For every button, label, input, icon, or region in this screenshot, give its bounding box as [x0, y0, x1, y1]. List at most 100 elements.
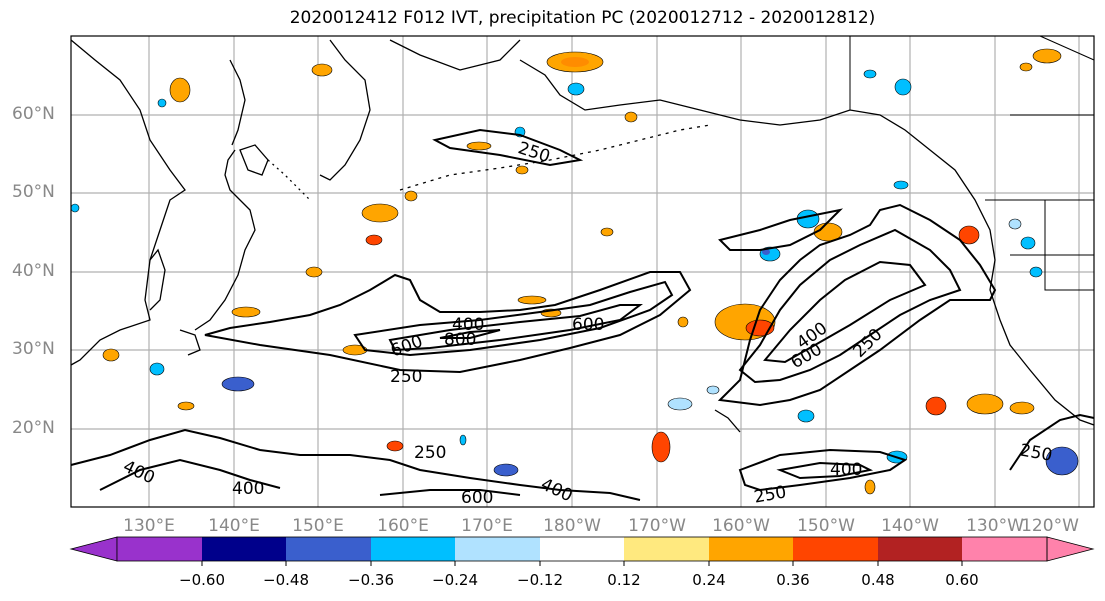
precip-blob: [361, 203, 399, 223]
japan-kyushu: [179, 329, 201, 356]
precip-blob: [459, 434, 467, 446]
precip-blob: [102, 348, 120, 362]
ivt-contour-250-main: [204, 271, 692, 374]
lat-label: 60°N: [12, 104, 55, 124]
ivt-contour-400-main: [353, 280, 674, 357]
colorbar-tick-label: −0.60: [179, 571, 225, 589]
precip-blob: [925, 396, 947, 416]
precip-blob: [677, 316, 689, 328]
precip-blob: [305, 266, 323, 278]
colorbar-tick-label: 0.24: [692, 571, 726, 589]
precip-blob: [624, 111, 638, 123]
lat-label: 20°N: [12, 418, 55, 438]
colorbar-outline: [116, 536, 1048, 562]
precip-blob: [893, 180, 909, 190]
hawaii: [714, 409, 741, 433]
ivt-contours: [70, 128, 1095, 501]
precip-blob: [567, 82, 585, 96]
precip-blob: [706, 385, 720, 395]
colorbar-bin: [793, 537, 878, 561]
ivt-contour-600-east: [763, 260, 927, 364]
precip-blob: [70, 203, 80, 213]
precip-blob: [667, 397, 693, 411]
colorbar-bin: [624, 537, 709, 561]
precip-blob: [493, 463, 519, 477]
colorbar-bin: [709, 537, 793, 561]
precip-blob: [311, 63, 333, 77]
precip-blob: [864, 479, 876, 495]
precip-blob: [1019, 62, 1033, 72]
asia-coast: [70, 39, 186, 366]
colorbar-bin: [540, 537, 624, 561]
contour-label: 400: [830, 460, 862, 480]
alaska-coast: [519, 59, 1095, 426]
precip-blob: [404, 190, 418, 202]
contour-label: 800: [444, 330, 476, 350]
precip-blob: [796, 209, 820, 229]
contour-label: 250: [390, 367, 422, 387]
precip-blob: [863, 69, 877, 79]
precip-blob: [1029, 266, 1043, 278]
precip-blob: [517, 295, 547, 305]
colorbar-tick-label: −0.12: [517, 571, 563, 589]
precip-blob: [966, 393, 1004, 415]
lon-label: 140°E: [208, 516, 260, 536]
precip-blob: [762, 249, 770, 255]
lon-label: 130°E: [123, 516, 175, 536]
lon-label: 170°W: [628, 516, 686, 536]
lon-label: 170°E: [461, 516, 513, 536]
precip-blob: [1032, 48, 1062, 64]
precip-blob: [177, 401, 195, 411]
precip-blob: [157, 98, 167, 108]
contour-label: 600: [572, 315, 604, 335]
ivt-contour-400-south: [776, 461, 874, 480]
precip-blob: [958, 225, 980, 245]
colorbar-ticks: [201, 561, 963, 566]
colorbar-bin: [878, 537, 962, 561]
lat-label: 40°N: [12, 261, 55, 281]
aleutians: [399, 124, 711, 191]
precip-blob: [169, 77, 191, 103]
precip-blob: [600, 227, 614, 237]
colorbar-extend-right: [1046, 536, 1095, 562]
precip-blob: [1009, 401, 1035, 415]
korea-coast: [149, 248, 166, 311]
state-border: [1044, 200, 1094, 291]
map-title: 2020012412 F012 IVT, precipitation PC (2…: [289, 8, 876, 28]
precip-blob: [515, 165, 529, 175]
lat-label: 30°N: [12, 339, 55, 359]
lon-label: 130°W: [966, 516, 1024, 536]
colorbar-tick-label: −0.24: [432, 571, 478, 589]
contour-label: 400: [232, 479, 264, 499]
colorbar-bin: [371, 537, 455, 561]
borders: [849, 35, 1095, 291]
contour-label: 250: [414, 443, 446, 463]
lon-label: 120°W: [1021, 516, 1079, 536]
precip-blob: [466, 141, 492, 151]
precip-blob: [365, 234, 383, 246]
precip-blob: [221, 376, 255, 392]
colorbar-bin: [455, 537, 540, 561]
lon-label: 160°E: [377, 516, 429, 536]
lon-label: 180°W: [543, 516, 601, 536]
lon-label: 140°W: [881, 516, 939, 536]
colorbar: [69, 536, 1095, 566]
colorbar-bin: [286, 537, 371, 561]
lon-label: 150°W: [797, 516, 855, 536]
precip-blob: [1020, 236, 1036, 250]
precip-blob: [231, 306, 261, 318]
ivt-contour-600-sw: [379, 489, 521, 496]
sakhalin: [229, 59, 246, 146]
precip-blob: [386, 440, 404, 452]
precip-blob: [561, 57, 589, 67]
coastlines: [70, 39, 1095, 433]
kamchatka: [319, 39, 371, 181]
map-frame: [70, 35, 1095, 508]
chukotka: [389, 39, 521, 71]
colorbar-tick-label: 0.36: [776, 571, 810, 589]
colorbar-tick-label: −0.48: [263, 571, 309, 589]
colorbar-tick-label: −0.36: [348, 571, 394, 589]
contour-label: 600: [461, 488, 493, 508]
precip-blob: [149, 362, 165, 376]
ivt-contour-250-north: [432, 128, 584, 167]
